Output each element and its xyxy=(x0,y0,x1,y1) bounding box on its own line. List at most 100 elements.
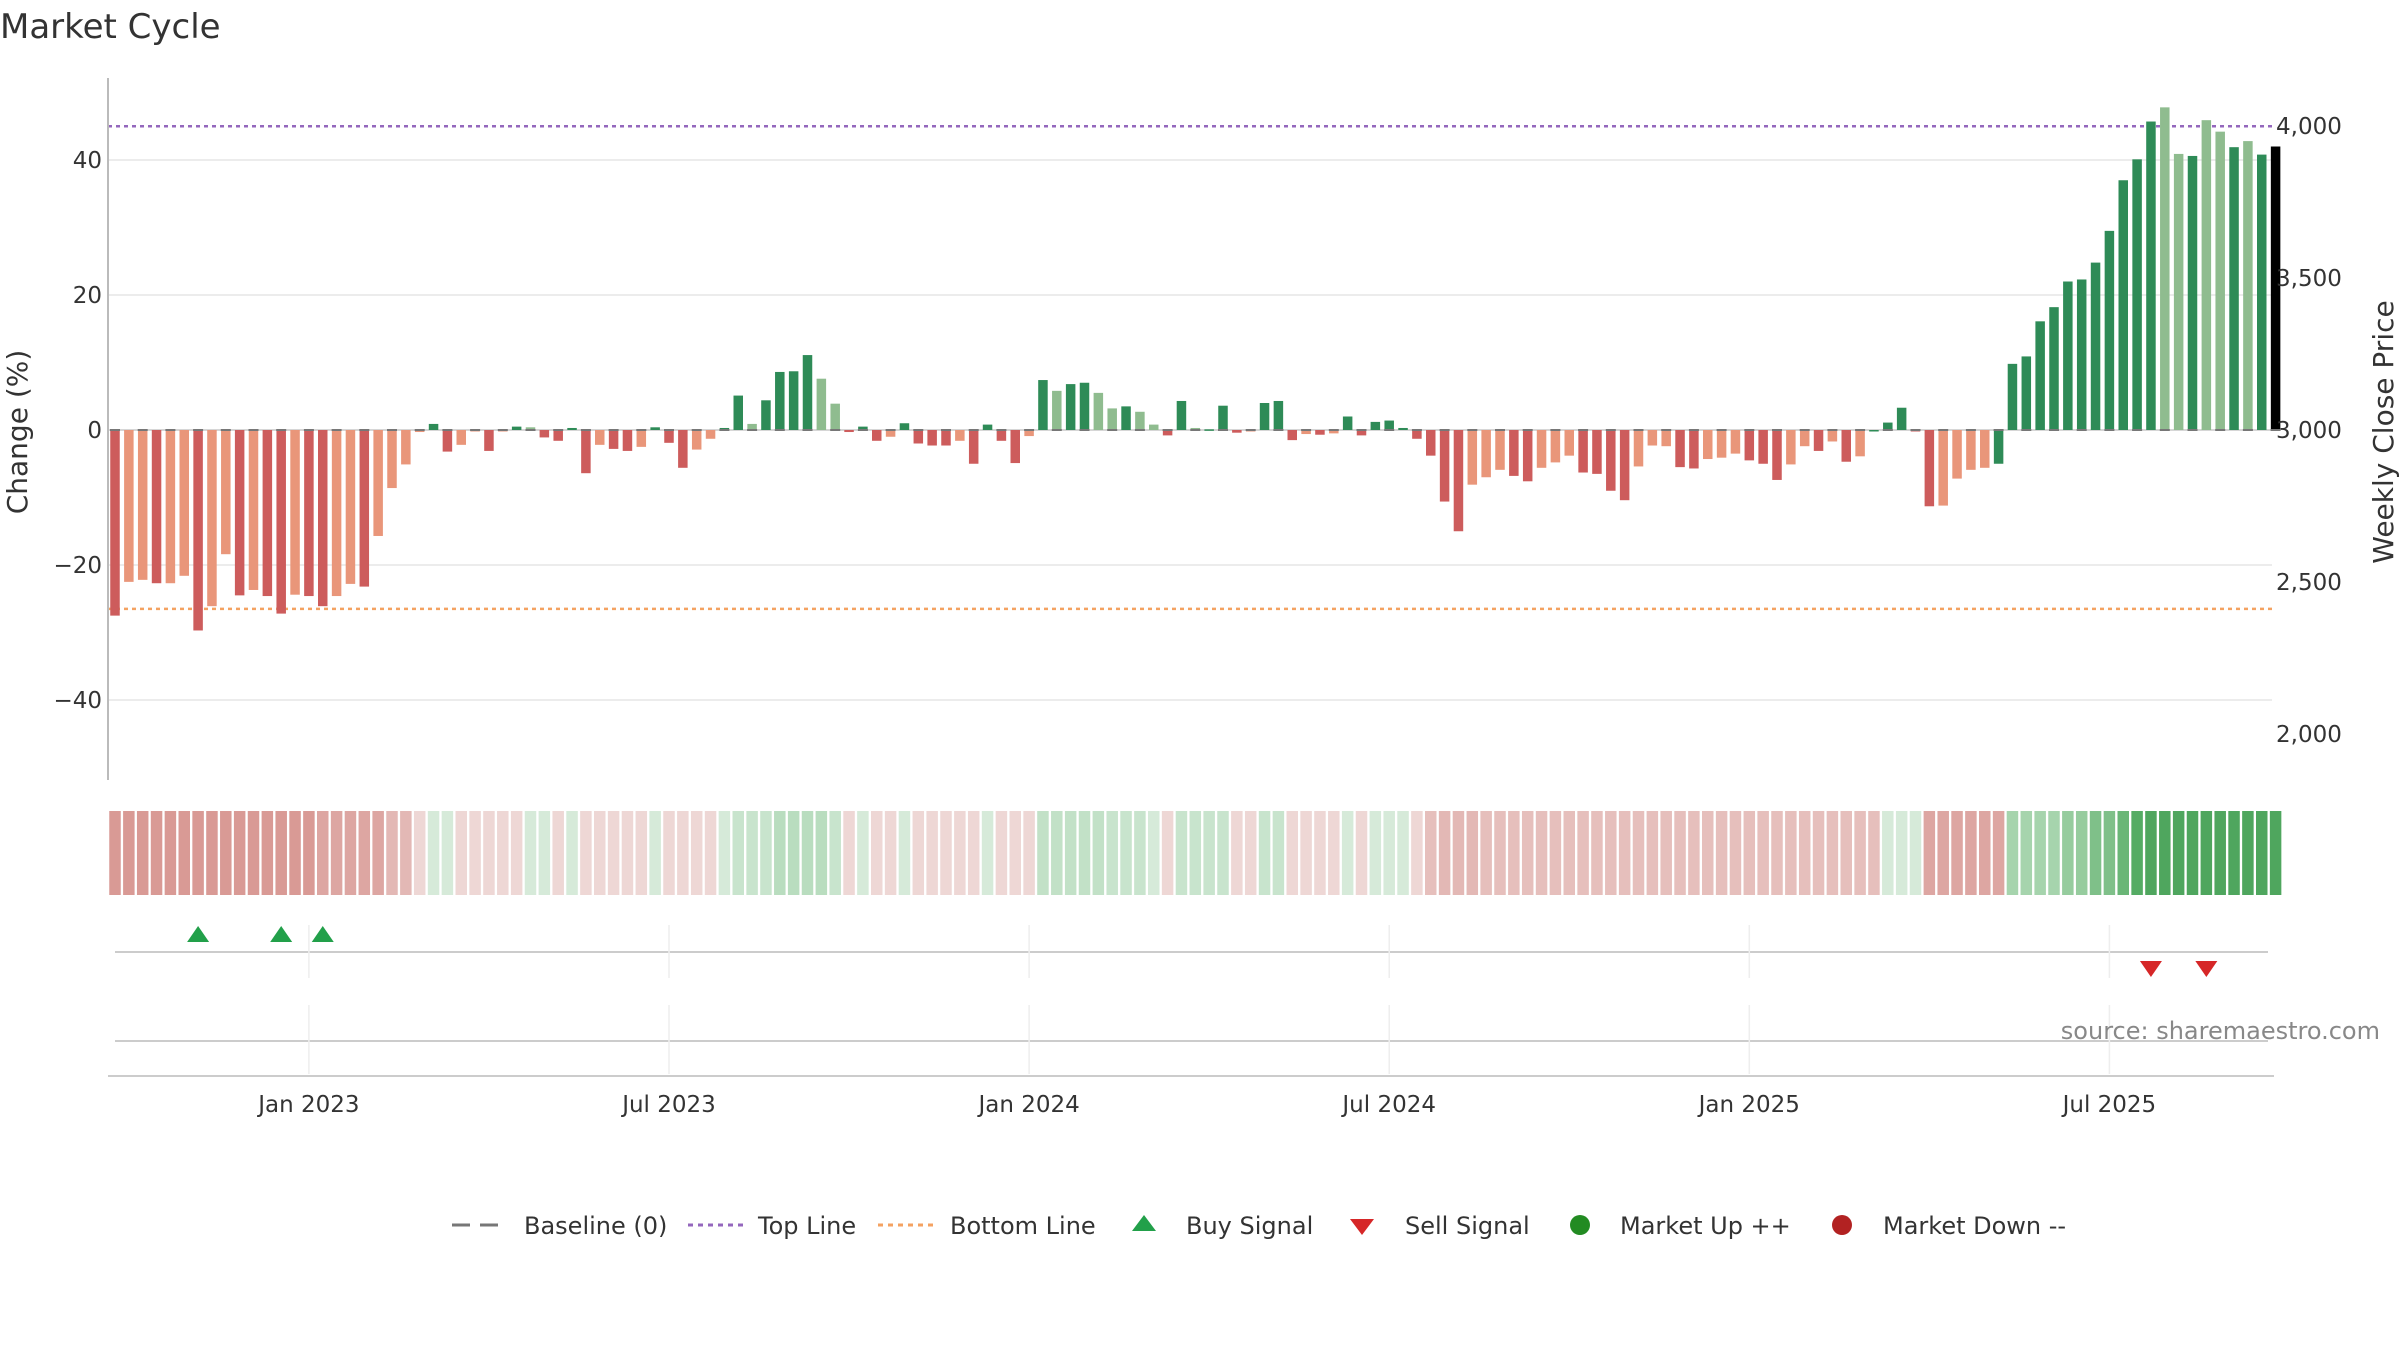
change-bar xyxy=(1370,421,1381,430)
change-bar xyxy=(2257,154,2267,430)
y-left-tick-label: −20 xyxy=(53,553,102,579)
sell-signal-marker xyxy=(2195,961,2218,977)
change-bar xyxy=(484,430,494,451)
x-tick-label: Jul 2023 xyxy=(620,1092,716,1118)
heat-strip-cell xyxy=(1148,811,1160,895)
change-bar xyxy=(1606,430,1616,491)
heat-strip-cell xyxy=(2117,811,2129,895)
change-bar xyxy=(1564,430,1574,456)
heat-strip-cell xyxy=(580,811,592,895)
heat-strip-cell xyxy=(1023,811,1035,895)
change-bar xyxy=(788,371,799,430)
change-bar xyxy=(1509,430,1519,476)
heat-strip-cell xyxy=(940,811,952,895)
heat-strip-cell xyxy=(552,811,564,895)
change-bar xyxy=(2243,141,2253,430)
change-bar xyxy=(691,430,702,450)
heat-strip-cell xyxy=(483,811,495,895)
heat-strip-cell xyxy=(1106,811,1118,895)
heat-strip-cell xyxy=(1452,811,1465,895)
change-bar xyxy=(234,430,245,596)
change-bar xyxy=(553,430,563,441)
change-bar xyxy=(1135,411,1145,430)
heat-strip-cell xyxy=(2172,811,2185,895)
heat-strip-cell xyxy=(787,811,800,895)
change-bar xyxy=(2090,262,2101,430)
heat-strip-cell xyxy=(1286,811,1298,895)
change-bar xyxy=(1883,422,1893,430)
heat-strip-cell xyxy=(1549,811,1562,895)
change-bar xyxy=(1065,384,1076,430)
change-bar xyxy=(2021,356,2032,430)
heat-strip-cell xyxy=(843,811,855,895)
heat-strip-cell xyxy=(1189,811,1202,895)
change-bar xyxy=(207,430,217,607)
heat-strip-cell xyxy=(372,811,384,895)
heat-strip-cell xyxy=(427,811,440,895)
change-bar xyxy=(1730,430,1741,454)
heat-strip-cell xyxy=(967,811,980,895)
heat-strip-cell xyxy=(1909,811,1922,895)
heat-strip-cell xyxy=(1840,811,1852,895)
change-bar xyxy=(1896,407,1907,430)
change-bar xyxy=(345,430,356,584)
buy-signal-marker xyxy=(187,926,210,942)
change-bar xyxy=(2187,155,2198,430)
heat-strip-cell xyxy=(2062,811,2074,895)
change-bar xyxy=(331,430,342,597)
heat-strip-cell xyxy=(317,811,329,895)
change-bar xyxy=(248,430,259,590)
x-axis-ticks: Jan 2023 Jul 2023 Jan 2024 Jul 2024 Jan 2025… xyxy=(256,1092,2156,1118)
heat-strip-cell xyxy=(1715,811,1728,895)
change-bar xyxy=(595,430,605,445)
y-right-tick-label: 4,000 xyxy=(2276,114,2342,140)
change-bar xyxy=(1716,430,1727,458)
heat-strip-cell xyxy=(455,811,467,895)
heat-strip-cell xyxy=(2048,811,2060,895)
heat-strip-cell xyxy=(358,811,371,895)
change-bar xyxy=(1536,430,1547,468)
change-bar xyxy=(401,430,411,465)
heat-strip-cell xyxy=(954,811,966,895)
change-bar xyxy=(1315,430,1325,435)
heat-strip-cell xyxy=(178,811,190,895)
heat-strip-cell xyxy=(1591,811,1603,895)
change-bar xyxy=(2215,131,2225,430)
y-left-tick-label: −40 xyxy=(53,688,102,714)
change-bar xyxy=(1176,400,1187,430)
change-bar xyxy=(1453,430,1464,532)
bar-series xyxy=(110,107,2281,631)
change-bar xyxy=(705,430,716,439)
change-bar xyxy=(1384,420,1394,430)
heat-strip-cell xyxy=(2159,811,2171,895)
bottom-panel xyxy=(108,1005,2274,1077)
change-bar xyxy=(816,378,827,430)
heat-strip-cell xyxy=(1992,811,2005,895)
change-bar xyxy=(1439,430,1450,502)
change-bar xyxy=(1481,430,1491,478)
change-bar xyxy=(456,430,466,445)
heat-strip-cell xyxy=(746,811,758,895)
heat-strip-cell xyxy=(2256,811,2268,895)
change-bar xyxy=(2146,121,2156,431)
heat-strip-cell xyxy=(774,811,786,895)
heat-strip-cell xyxy=(109,811,121,895)
change-bar xyxy=(567,427,577,430)
legend-baseline: Baseline (0) xyxy=(452,1212,667,1240)
y-axis-right-label: Weekly Close Price xyxy=(2367,300,2400,563)
legend: Baseline (0) Top Line Bottom Line Buy Signa… xyxy=(452,1212,2066,1240)
change-bar xyxy=(775,371,785,430)
heat-strip-cell xyxy=(621,811,634,895)
change-bar xyxy=(1661,430,1671,447)
heat-strip-cell xyxy=(829,811,841,895)
legend-label: Sell Signal xyxy=(1405,1212,1530,1240)
change-bar xyxy=(1107,408,1117,430)
legend-label: Buy Signal xyxy=(1186,1212,1313,1240)
change-bar xyxy=(511,426,522,430)
change-bar xyxy=(581,430,591,474)
heat-strip-cell xyxy=(206,811,218,895)
change-bar xyxy=(1467,430,1478,485)
change-bar xyxy=(1218,405,1228,430)
legend-label: Market Up ++ xyxy=(1620,1212,1791,1240)
